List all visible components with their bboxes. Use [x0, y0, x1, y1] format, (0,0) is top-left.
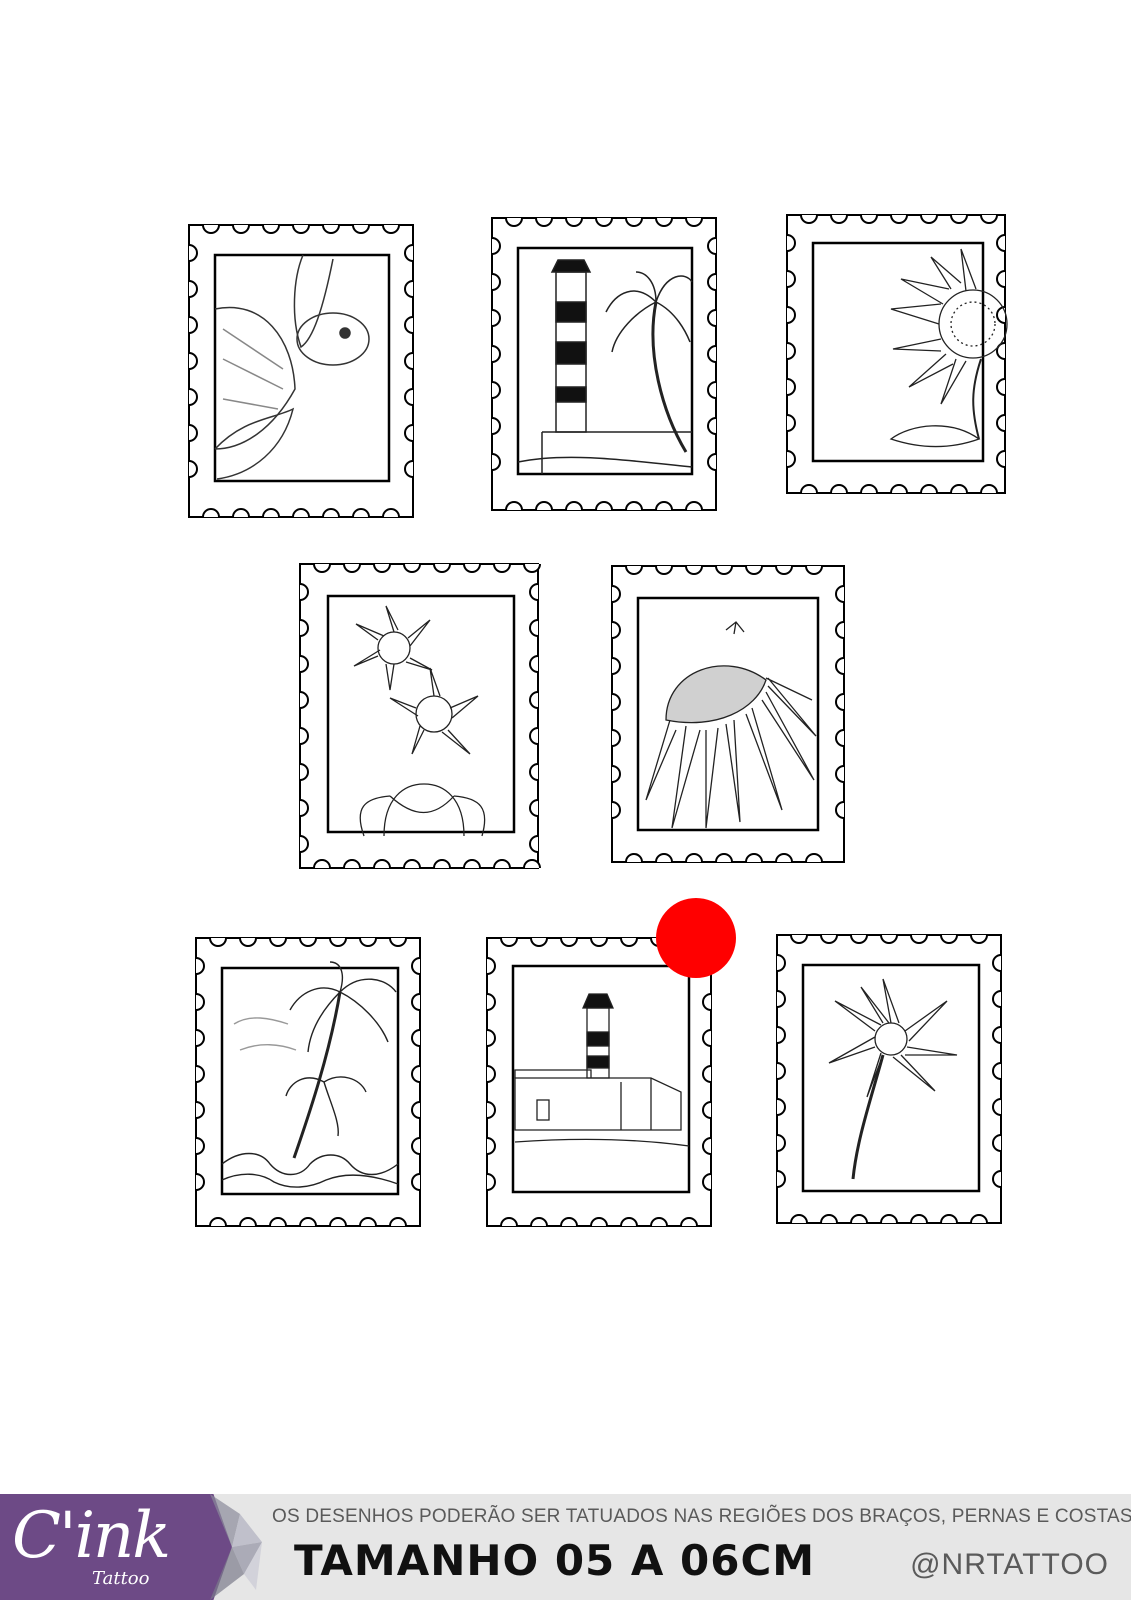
lighthouse-fort-drawing — [514, 993, 690, 1147]
stamp-lighthouse-fort — [481, 932, 717, 1232]
stamp-sea-turtle — [183, 219, 419, 523]
stamp-lighthouse-palm — [486, 212, 722, 516]
stamp-woman-flowers-head — [294, 558, 544, 874]
stamp-sunflower-half — [781, 209, 1011, 499]
brand-logo-sub: Tattoo — [92, 1568, 150, 1589]
daisy-drawing — [828, 978, 958, 1180]
crystal-decoration-icon — [210, 1494, 262, 1600]
stamp-daisy — [771, 929, 1007, 1229]
sunflower-drawing — [889, 248, 1008, 448]
echinacea-drawing — [645, 621, 817, 829]
stamp-echinacea-butterfly — [606, 560, 850, 868]
lighthouse-palm-drawing — [517, 259, 693, 474]
instagram-handle: @NRTATTOO — [910, 1548, 1109, 1581]
regions-notice: OS DESENHOS PODERÃO SER TATUADOS NAS REG… — [272, 1506, 1131, 1527]
size-label: TAMANHO 05 A 06CM — [294, 1536, 816, 1585]
brand-logo: C'ink Tattoo — [0, 1494, 232, 1600]
footer-banner: C'ink Tattoo OS DESENHOS PODERÃO SER TAT… — [0, 1494, 1131, 1600]
woman-flowers-drawing — [353, 605, 486, 837]
red-marker-dot — [656, 898, 736, 978]
stamp-palm-trees-waves — [190, 932, 426, 1232]
brand-logo-text: C'ink — [12, 1499, 171, 1573]
palm-waves-drawing — [221, 961, 399, 1188]
sea-turtle-drawing — [214, 254, 370, 480]
